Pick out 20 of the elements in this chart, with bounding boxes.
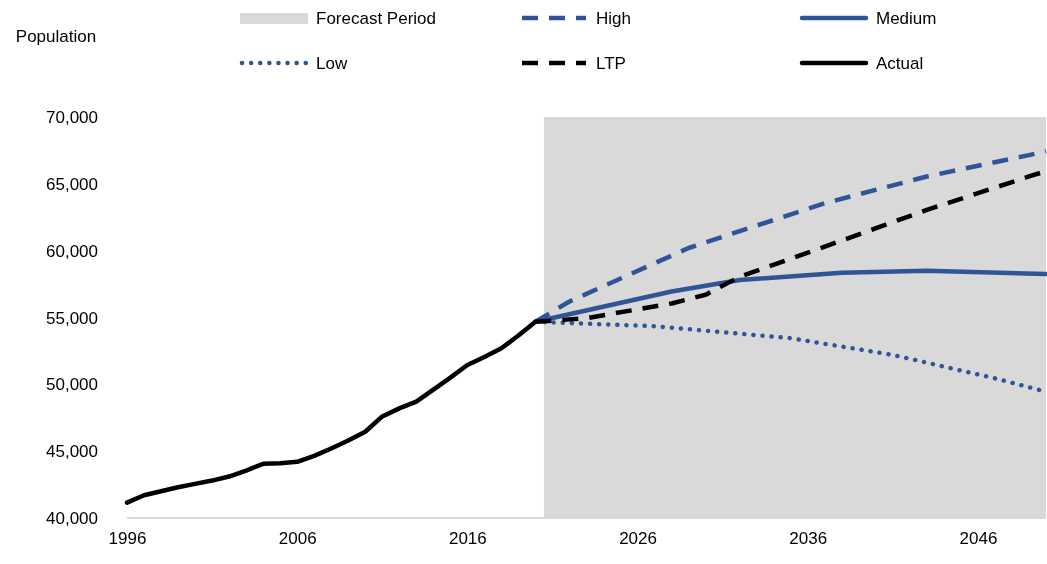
y-tick-label: 65,000	[46, 174, 98, 194]
legend-label: High	[596, 9, 631, 28]
x-tick-label: 2016	[448, 529, 487, 549]
y-tick-label: 40,000	[46, 509, 98, 528]
legend-label: Forecast Period	[316, 9, 436, 28]
x-tick-label: 2036	[789, 529, 828, 549]
x-tick-label: 2006	[278, 529, 317, 549]
y-tick-label: 45,000	[46, 442, 98, 462]
legend-label: Low	[316, 54, 348, 73]
legend-label: LTP	[596, 54, 626, 73]
y-tick-label: 55,000	[46, 308, 98, 328]
x-tick-label: 2046	[959, 529, 998, 549]
y-tick-label: 60,000	[46, 241, 98, 261]
x-tick-label: 1996	[108, 529, 147, 549]
y-tick-label: 50,000	[46, 375, 98, 395]
legend-label: Medium	[876, 9, 937, 28]
x-tick-label: 2026	[619, 529, 657, 549]
y-tick-label: 70,000	[46, 108, 98, 127]
legend-label: Actual	[876, 54, 924, 73]
y-axis-title: Population	[15, 27, 97, 46]
